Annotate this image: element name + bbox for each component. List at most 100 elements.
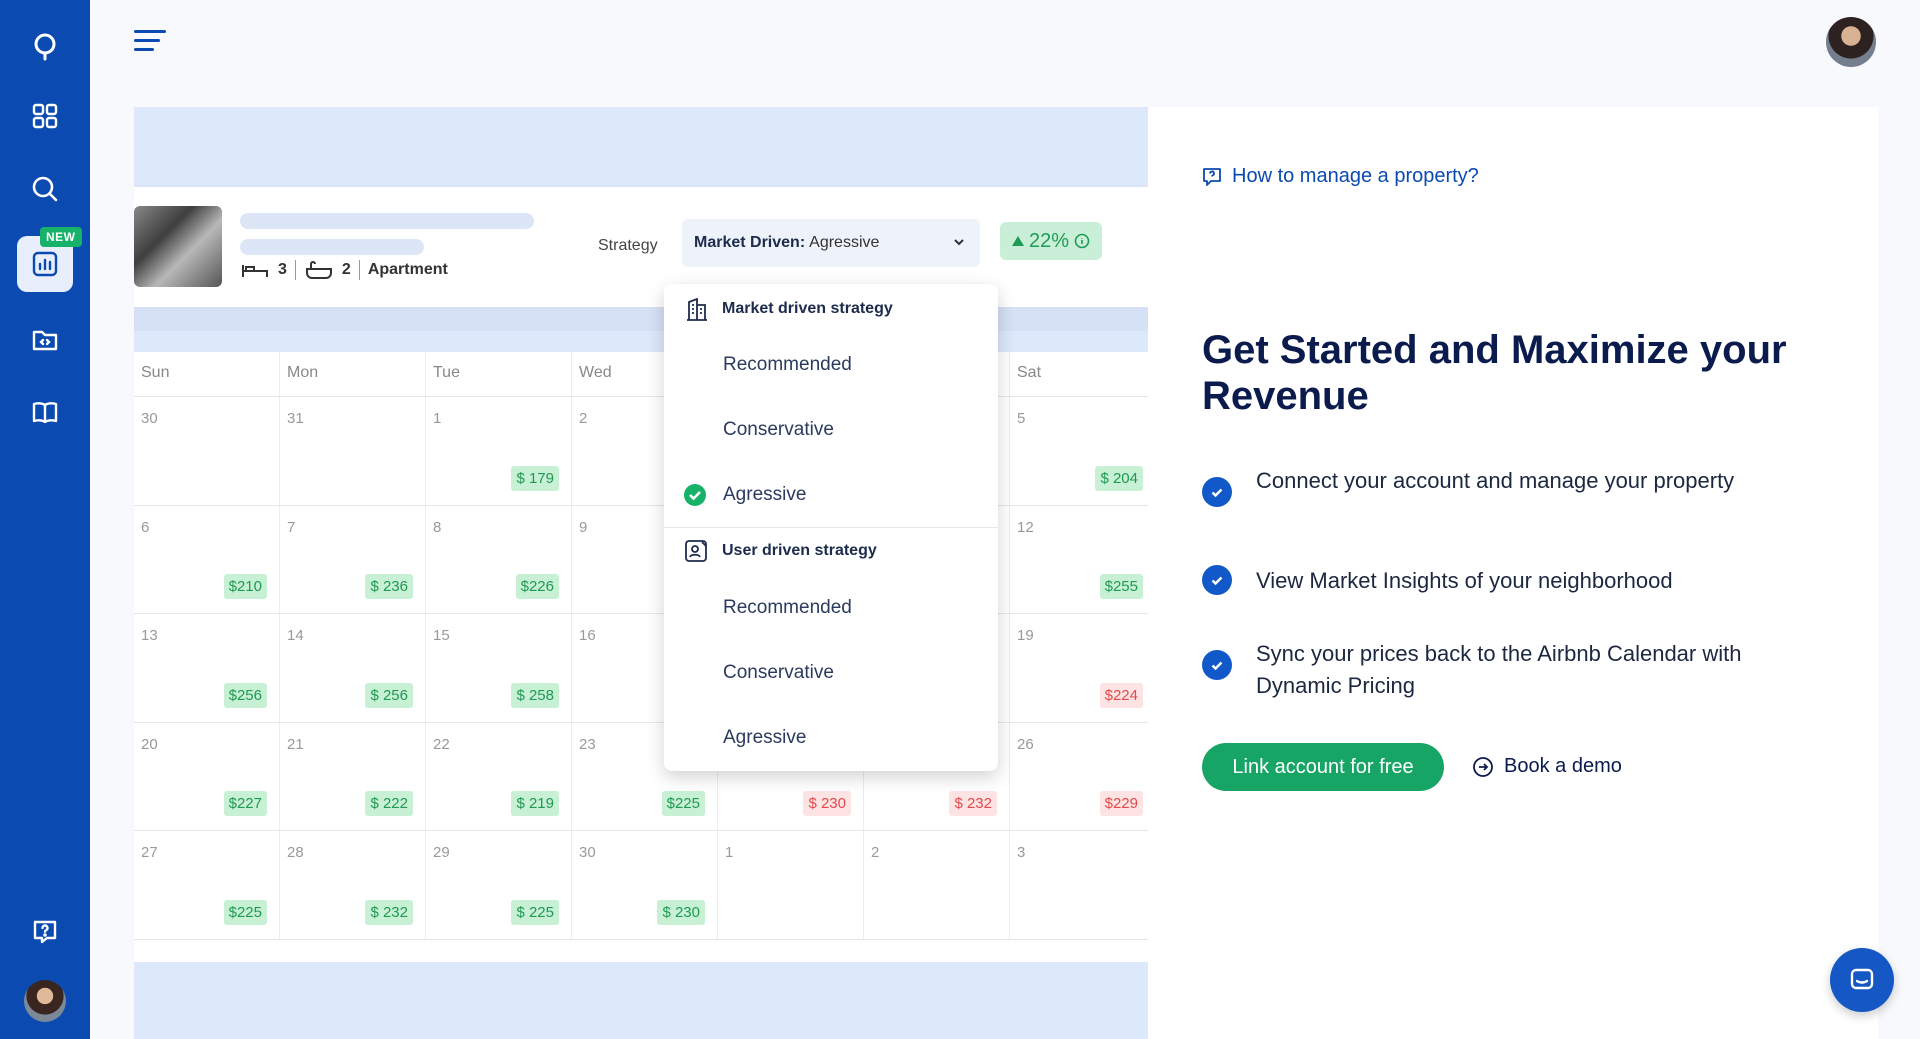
day-number: 2	[871, 844, 880, 861]
feature-item: Sync your prices back to the Airbnb Cale…	[1202, 638, 1746, 702]
day-number: 30	[141, 410, 158, 427]
price-tag: $ 219	[511, 791, 559, 816]
price-tag: $ 256	[365, 682, 413, 708]
bathtub-icon	[305, 261, 332, 279]
feature-text: Sync your prices back to the Airbnb Cale…	[1256, 641, 1742, 698]
calendar-day-cell[interactable]: 5 $ 204	[1010, 397, 1148, 505]
price-tag: $ 230	[657, 899, 705, 925]
dashboard-grid-icon[interactable]	[17, 88, 73, 144]
calendar-day-cell[interactable]: 26 $229	[1010, 723, 1148, 831]
day-number: 3	[1017, 844, 1026, 861]
day-number: 29	[433, 844, 450, 861]
calendar-day-cell[interactable]: $ 230	[718, 722, 864, 830]
hamburger-menu-icon[interactable]	[134, 30, 166, 56]
calendar-day-cell[interactable]: 30	[134, 397, 280, 505]
calendar-day-cell[interactable]	[864, 397, 1010, 505]
book-demo-label: Book a demo	[1504, 755, 1622, 777]
calendar-day-cell[interactable]	[864, 614, 1010, 722]
calendar-day-cell[interactable]: 12 $255	[1010, 506, 1148, 614]
calendar-day-cell[interactable]: 8 $226	[426, 505, 572, 613]
weekday-header: Tue	[426, 352, 572, 396]
calendar-day-cell[interactable]: 1 $ 179	[426, 397, 572, 505]
check-circle-icon	[1202, 650, 1232, 680]
day-number: 14	[287, 627, 304, 644]
strategy-value: Agressive	[809, 234, 880, 251]
user-option-conservative[interactable]: Conservative	[723, 662, 834, 683]
calendar-day-cell[interactable]: 31	[280, 397, 426, 505]
calendar-day-cell[interactable]: 20 $227	[134, 722, 280, 830]
price-tag: $227	[223, 791, 267, 816]
calendar-day-cell[interactable]: 27 $225	[134, 831, 280, 939]
calendar-day-cell[interactable]: 29 $ 225	[426, 831, 572, 939]
calendar-day-cell[interactable]: 30 $ 230	[572, 831, 718, 939]
calendar-day-cell[interactable]: 6 $210	[134, 505, 280, 613]
strategy-label: Strategy	[598, 237, 658, 254]
price-tag: $ 236	[365, 574, 413, 599]
price-tag: $225	[661, 791, 705, 816]
bedroom-count: 3	[278, 261, 287, 278]
property-card: 3 2 Apartment Strategy Market Driven: Ag…	[134, 187, 1148, 307]
price-tag: $ 232	[365, 899, 413, 925]
change-badge: 22%	[1000, 222, 1102, 260]
link-account-button[interactable]: Link account for free	[1202, 743, 1444, 791]
day-number: 16	[579, 627, 596, 644]
market-option-conservative[interactable]: Conservative	[723, 419, 834, 440]
user-option-agressive[interactable]: Agressive	[723, 727, 807, 748]
market-option-recommended[interactable]: Recommended	[723, 354, 852, 375]
calendar-day-cell[interactable]: 14 $ 256	[280, 614, 426, 722]
info-icon[interactable]	[1074, 233, 1090, 249]
help-chat-icon	[1203, 167, 1221, 186]
calendar-day-cell[interactable]: 22 $ 219	[426, 722, 572, 830]
sidebar-avatar[interactable]	[24, 980, 66, 1022]
user-edit-icon	[685, 540, 707, 562]
calendar-day-cell[interactable]: 23 $225	[572, 722, 718, 830]
help-icon[interactable]	[17, 904, 73, 960]
price-tag: $255	[1099, 574, 1143, 599]
code-folder-icon[interactable]	[17, 311, 73, 367]
book-icon[interactable]	[17, 384, 73, 440]
search-icon[interactable]	[17, 161, 73, 217]
calendar-day-cell[interactable]: 21 $ 222	[280, 722, 426, 830]
price-tag: $ 225	[511, 899, 559, 925]
property-thumbnail	[134, 206, 222, 287]
book-demo-link[interactable]: Book a demo	[1472, 755, 1622, 778]
calendar-day-cell[interactable]: $ 232	[864, 722, 1010, 830]
day-number: 27	[141, 844, 158, 861]
day-number: 30	[579, 844, 596, 861]
day-number: 19	[1017, 627, 1034, 644]
calendar-day-cell[interactable]	[864, 505, 1010, 613]
strategy-select[interactable]: Market Driven: Agressive	[682, 219, 980, 267]
logo-icon[interactable]	[17, 18, 73, 74]
calendar-day-cell[interactable]: 15 $ 258	[426, 614, 572, 722]
day-number: 1	[725, 844, 734, 861]
calendar-day-cell[interactable]: 3	[1010, 831, 1148, 939]
calendar-day-cell[interactable]: 13 $256	[134, 614, 280, 722]
calendar-week-row: 27 $225 28 $ 232 29 $ 225 30 $ 230 1 2 3	[134, 831, 1148, 940]
calendar-day-cell[interactable]: 28 $ 232	[280, 831, 426, 939]
day-number: 5	[1017, 410, 1026, 427]
day-number: 28	[287, 844, 304, 861]
bed-icon	[242, 265, 268, 277]
feature-item: Connect your account and manage your pro…	[1202, 465, 1746, 507]
sidebar: NEW	[0, 0, 90, 1039]
price-tag: $224	[1099, 682, 1143, 708]
chat-launcher-button[interactable]	[1830, 948, 1894, 1012]
price-tag: $225	[223, 899, 267, 925]
how-to-manage-link[interactable]: How to manage a property?	[1202, 165, 1479, 188]
user-option-recommended[interactable]: Recommended	[723, 597, 852, 618]
property-type: Apartment	[367, 261, 448, 278]
day-number: 22	[433, 735, 450, 753]
check-circle-icon	[1202, 477, 1232, 507]
change-percent: 22%	[1028, 229, 1070, 252]
feature-text: Connect your account and manage your pro…	[1256, 468, 1735, 493]
calendar-day-cell[interactable]: 7 $ 236	[280, 505, 426, 613]
calendar-day-cell[interactable]: 19 $224	[1010, 614, 1148, 722]
day-number: 2	[579, 410, 588, 427]
market-option-agressive[interactable]: Agressive	[723, 484, 807, 505]
price-tag: $ 179	[511, 465, 559, 491]
day-number: 13	[141, 627, 158, 644]
feature-item: View Market Insights of your neighborhoo…	[1202, 565, 1746, 597]
calendar-day-cell[interactable]: 1	[718, 831, 864, 939]
user-avatar[interactable]	[1826, 17, 1876, 67]
calendar-day-cell[interactable]: 2	[864, 831, 1010, 939]
